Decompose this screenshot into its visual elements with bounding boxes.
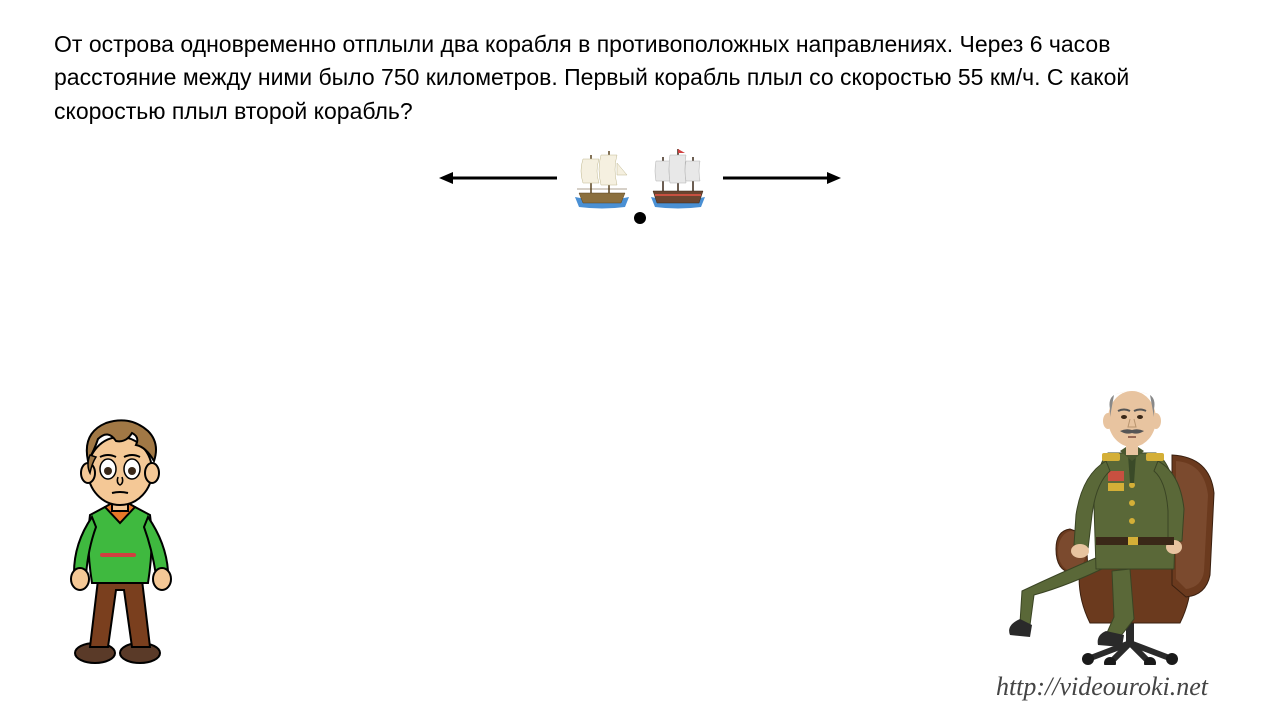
problem-text: От острова одновременно отплыли два кора… bbox=[54, 28, 1226, 128]
ships-group bbox=[567, 145, 713, 210]
arrow-left-icon bbox=[439, 168, 559, 188]
motion-diagram bbox=[439, 145, 841, 210]
ship-right-icon bbox=[643, 145, 713, 210]
ship-left-icon bbox=[567, 145, 637, 210]
footer-url[interactable]: http://videouroki.net bbox=[996, 672, 1208, 702]
boy-character-icon bbox=[40, 415, 200, 665]
center-dot bbox=[634, 212, 646, 224]
arrow-right-icon bbox=[721, 168, 841, 188]
general-character-icon bbox=[980, 365, 1260, 665]
